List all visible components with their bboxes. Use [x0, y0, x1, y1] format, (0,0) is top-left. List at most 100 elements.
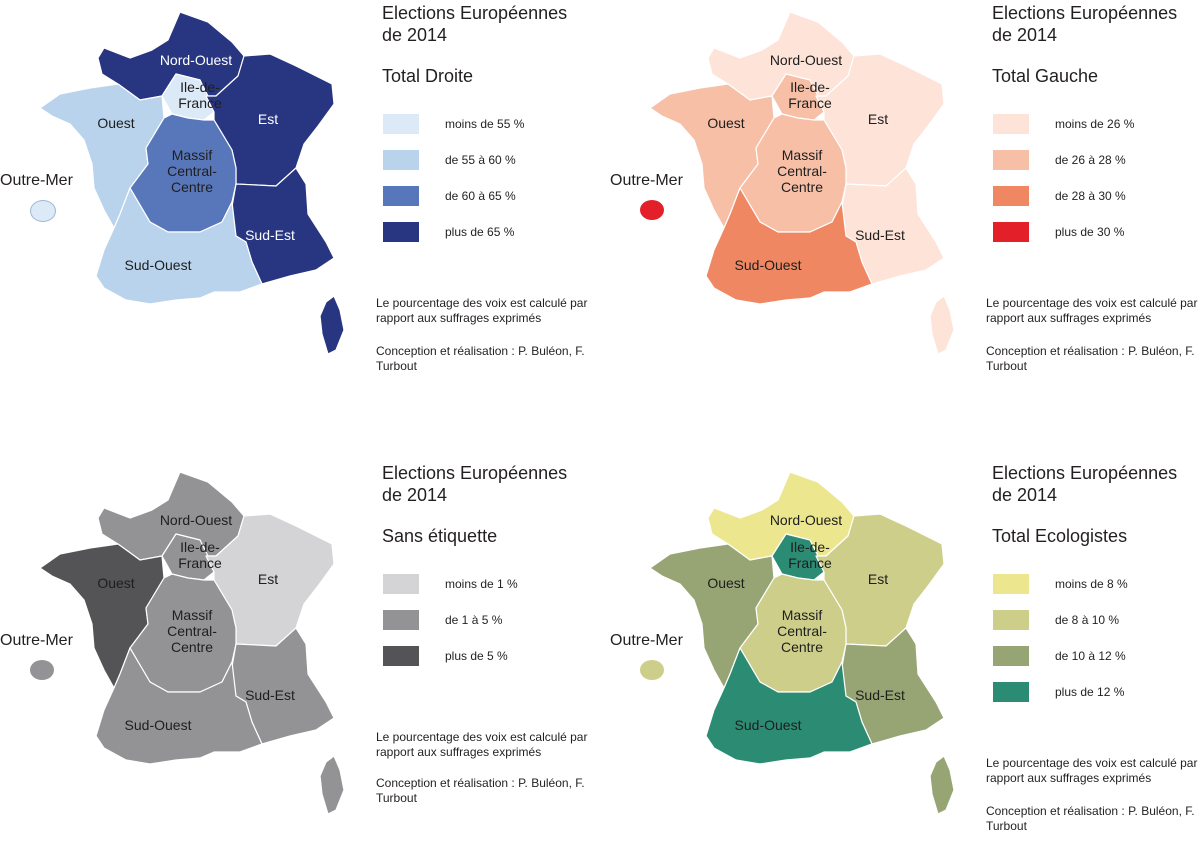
france-map: Nord-Ouest Ile-de-France Est Ouest Massif Cen… — [649, 11, 955, 355]
region-labels: Nord-Ouest Ile-de-France Est Ouest Massif Cen… — [97, 52, 295, 273]
legend-item: plus de 5 % — [383, 638, 518, 674]
region-label-est: Est — [258, 571, 278, 587]
method-note: Le pourcentage des voix est calculé par … — [376, 296, 588, 325]
outre-mer-label: Outre-Mer — [610, 632, 683, 649]
map-panel-sans-etiquette: Nord-Ouest Ile-de-France Est Ouest Massif Cen… — [0, 460, 600, 855]
region-label-massif-central: Massif Central-Centre — [167, 147, 217, 195]
map-title: Elections Européennes de 2014 — [382, 2, 567, 46]
region-label-sud-ouest: Sud-Ouest — [125, 717, 192, 733]
legend-item: de 28 à 30 % — [993, 178, 1134, 214]
region-label-ouest: Ouest — [97, 575, 134, 591]
france-map: Nord-Ouest Ile-de-France Est Ouest Massif Cen… — [649, 471, 955, 815]
region-label-ouest: Ouest — [707, 575, 744, 591]
legend-swatch — [383, 186, 419, 206]
legend-label: plus de 5 % — [445, 649, 508, 663]
legend-item: moins de 8 % — [993, 566, 1128, 602]
legend-label: moins de 26 % — [1055, 117, 1135, 131]
legend-item: de 60 à 65 % — [383, 178, 524, 214]
legend-label: de 10 à 12 % — [1055, 649, 1126, 663]
map-legend: moins de 8 % de 8 à 10 % de 10 à 12 % plus … — [993, 566, 1128, 710]
legend-label: moins de 8 % — [1055, 577, 1128, 591]
legend-swatch — [993, 610, 1029, 630]
credit-note: Conception et réalisation : P. Buléon, F… — [986, 804, 1195, 833]
legend-swatch — [993, 222, 1029, 242]
region-corse — [929, 295, 955, 355]
legend-label: moins de 1 % — [445, 577, 518, 591]
map-subtitle: Total Ecologistes — [992, 526, 1128, 546]
region-label-ile-de-france: Ile-de-France — [178, 539, 222, 571]
legend-label: de 1 à 5 % — [445, 613, 503, 627]
legend-label: de 8 à 10 % — [1055, 613, 1120, 627]
legend-swatch — [993, 114, 1029, 134]
outre-mer-marker — [30, 660, 54, 680]
france-map: Nord-Ouest Ile-de-France Est Ouest Massif Cen… — [39, 11, 345, 355]
map-title-line2: de 2014 — [992, 485, 1058, 505]
legend-item: de 55 à 60 % — [383, 142, 524, 178]
map-panel-droite: Nord-Ouest Ile-de-France Est Ouest Massif Cen… — [0, 0, 600, 395]
map-title-line2: de 2014 — [382, 25, 448, 45]
legend-swatch — [383, 646, 419, 666]
legend-label: de 55 à 60 % — [445, 153, 516, 167]
map-subtitle: Total Gauche — [992, 66, 1099, 86]
region-labels: Nord-Ouest Ile-de-France Est Ouest Massif Cen… — [707, 512, 905, 733]
legend-item: plus de 12 % — [993, 674, 1128, 710]
legend-label: de 26 à 28 % — [1055, 153, 1126, 167]
map-title-line2: de 2014 — [382, 485, 448, 505]
map-legend: moins de 55 % de 55 à 60 % de 60 à 65 % plu… — [383, 106, 524, 250]
map-title-line1: Elections Européennes — [382, 3, 568, 23]
method-note: Le pourcentage des voix est calculé par … — [376, 730, 588, 759]
legend-label: plus de 30 % — [1055, 225, 1125, 239]
region-label-massif-central: Massif Central-Centre — [777, 147, 827, 195]
map-title: Elections Européennes de 2014 — [382, 462, 567, 506]
region-label-nord-ouest: Nord-Ouest — [160, 512, 232, 528]
map-panel-gauche: Nord-Ouest Ile-de-France Est Ouest Massif Cen… — [610, 0, 1200, 395]
credit-note: Conception et réalisation : P. Buléon, F… — [986, 344, 1195, 373]
legend-label: plus de 12 % — [1055, 685, 1125, 699]
region-label-sud-est: Sud-Est — [245, 687, 295, 703]
region-label-est: Est — [868, 111, 888, 127]
legend-item: moins de 1 % — [383, 566, 518, 602]
map-legend: moins de 1 % de 1 à 5 % plus de 5 % — [383, 566, 518, 674]
map-title: Elections Européennes de 2014 — [992, 2, 1177, 46]
region-label-nord-ouest: Nord-Ouest — [160, 52, 232, 68]
legend-swatch — [383, 114, 419, 134]
outre-mer-label: Outre-Mer — [0, 172, 73, 189]
legend-swatch — [383, 222, 419, 242]
map-panel-ecologistes: Nord-Ouest Ile-de-France Est Ouest Massif Cen… — [610, 460, 1200, 855]
legend-swatch — [993, 646, 1029, 666]
legend-label: de 28 à 30 % — [1055, 189, 1126, 203]
region-labels: Nord-Ouest Ile-de-France Est Ouest Massif Cen… — [97, 512, 295, 733]
legend-label: moins de 55 % — [445, 117, 525, 131]
region-label-nord-ouest: Nord-Ouest — [770, 52, 842, 68]
map-title-line1: Elections Européennes — [992, 3, 1178, 23]
method-note: Le pourcentage des voix est calculé par … — [986, 296, 1198, 325]
region-label-est: Est — [258, 111, 278, 127]
region-sud-ouest — [705, 187, 873, 305]
region-label-sud-ouest: Sud-Ouest — [735, 257, 802, 273]
region-corse — [319, 295, 345, 355]
legend-item: de 10 à 12 % — [993, 638, 1128, 674]
map-subtitle: Sans étiquette — [382, 526, 498, 546]
outre-mer-marker — [640, 660, 664, 680]
region-label-sud-est: Sud-Est — [855, 687, 905, 703]
legend-swatch — [993, 682, 1029, 702]
legend-item: de 1 à 5 % — [383, 602, 518, 638]
france-map: Nord-Ouest Ile-de-France Est Ouest Massif Cen… — [39, 471, 345, 815]
map-title-line1: Elections Européennes — [382, 463, 568, 483]
legend-swatch — [993, 150, 1029, 170]
region-corse — [929, 755, 955, 815]
region-label-est: Est — [868, 571, 888, 587]
region-label-sud-est: Sud-Est — [245, 227, 295, 243]
map-subtitle: Total Droite — [382, 66, 474, 86]
region-label-massif-central: Massif Central-Centre — [777, 607, 827, 655]
region-label-nord-ouest: Nord-Ouest — [770, 512, 842, 528]
map-title: Elections Européennes de 2014 — [992, 462, 1177, 506]
legend-item: moins de 26 % — [993, 106, 1134, 142]
region-label-ile-de-france: Ile-de-France — [178, 79, 222, 111]
legend-item: de 26 à 28 % — [993, 142, 1134, 178]
outre-mer-marker — [30, 200, 56, 222]
legend-swatch — [993, 574, 1029, 594]
region-corse — [319, 755, 345, 815]
region-label-ile-de-france: Ile-de-France — [788, 539, 832, 571]
legend-item: plus de 65 % — [383, 214, 524, 250]
